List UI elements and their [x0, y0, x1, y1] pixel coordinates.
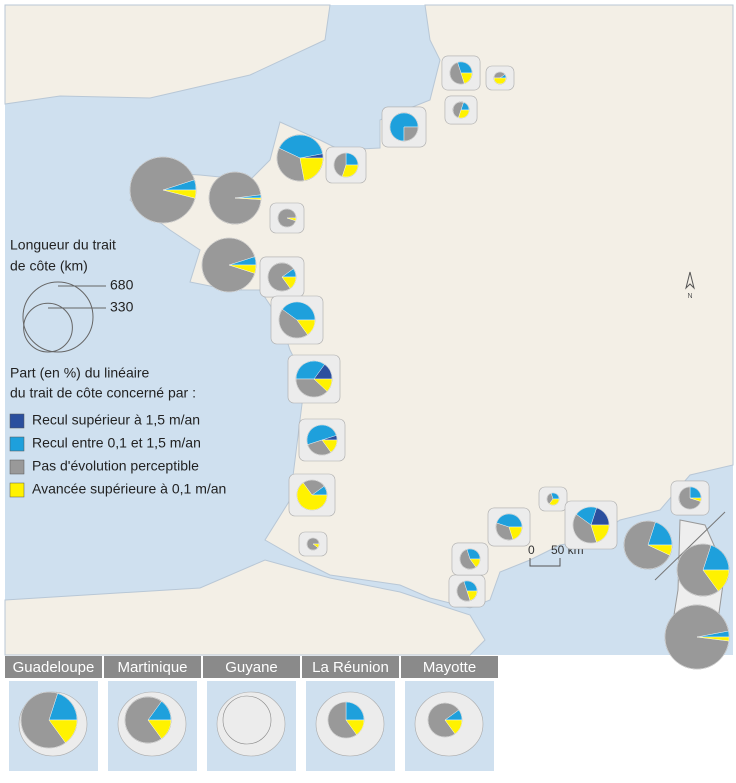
pie-slice [307, 439, 332, 456]
size-circle [23, 302, 73, 353]
legend-swatch [9, 482, 25, 498]
pie-slice [312, 543, 320, 548]
pie-slice [676, 543, 719, 597]
pie-slice [281, 276, 297, 289]
size-value: 680 [110, 277, 134, 293]
scale-line [529, 558, 561, 567]
island [216, 691, 286, 757]
pie-slice [696, 636, 730, 642]
tab [5, 656, 102, 678]
legend: Longueur du trait de côte (km) 680 330 P… [9, 237, 226, 498]
pie-slice [493, 77, 507, 85]
size-title: de côte (km) [10, 258, 88, 274]
pie-slice [48, 719, 78, 743]
pie-slice [459, 549, 477, 570]
pie-slice [124, 696, 162, 744]
size-value: 330 [110, 299, 134, 315]
pie-slice [456, 581, 471, 602]
pie-slice [466, 590, 478, 601]
pie-slice [299, 157, 324, 181]
legend-swatch [9, 459, 25, 475]
pie-slice [306, 537, 320, 551]
pies [129, 55, 730, 670]
pie-slice [228, 264, 257, 274]
pie-slice [508, 526, 523, 540]
pie-slice [623, 520, 670, 570]
pie-slice [295, 360, 325, 380]
pie-slice [449, 62, 465, 85]
pie-slice [678, 486, 701, 510]
north-arrow: N [685, 271, 695, 300]
pie-slice [444, 719, 463, 735]
pie-slice [129, 156, 196, 224]
pie-slice [201, 237, 255, 293]
legend-swatch [9, 413, 25, 429]
overseas: Guadeloupe Martinique Guyane La Réunion Mayo… [5, 656, 498, 771]
pie-slice [452, 101, 464, 118]
tab [104, 656, 201, 678]
pie-slice [702, 569, 730, 592]
legend-label: Pas d'évolution perceptible [32, 458, 199, 474]
tab [401, 656, 498, 678]
north-label: N [687, 293, 692, 300]
pie-slice [162, 189, 197, 199]
pie-slice [282, 301, 316, 321]
pie-slice [208, 171, 262, 225]
tab [203, 656, 300, 678]
pie-slice [345, 719, 365, 735]
pie-slice [389, 112, 419, 142]
pie-slice [286, 217, 297, 222]
pie-slice [306, 424, 337, 445]
pie-slice [278, 134, 323, 159]
pie-slice [342, 164, 359, 178]
pie-slice [295, 378, 328, 398]
land-uk [4, 4, 331, 105]
pie-slice [572, 514, 597, 544]
pie-slice [403, 126, 419, 142]
pie-slice [276, 147, 305, 182]
pie-slice [689, 497, 702, 502]
share-title: du trait de côte concerné par : [10, 385, 196, 401]
pie-slice [495, 522, 514, 541]
legend-swatch [9, 436, 25, 452]
tab-label: La Réunion [312, 659, 389, 676]
share-title: Part (en %) du linéaire [10, 365, 150, 381]
pie-slice [647, 544, 673, 556]
pie-slice [278, 309, 308, 339]
pie-slice [460, 72, 473, 84]
pie-slice [333, 152, 347, 177]
pie-slice [590, 524, 610, 543]
legend-label: Avancée supérieure à 0,1 m/an [32, 481, 226, 497]
pie-slice [234, 197, 262, 200]
pie-slice [458, 109, 470, 119]
pie-slice [313, 378, 333, 392]
pie-slice [496, 513, 523, 528]
pie-slice [327, 701, 357, 739]
legend-label: Recul supérieur à 1,5 m/an [32, 412, 200, 428]
pie-slice [469, 558, 481, 568]
size-title: Longueur du trait [10, 237, 116, 253]
land-spain [4, 559, 486, 656]
pie-size [222, 695, 272, 745]
pie-slice [664, 604, 730, 670]
pie-slice [321, 439, 338, 453]
tab-label: Mayotte [423, 659, 476, 676]
legend-label: Recul entre 0,1 et 1,5 m/an [32, 435, 201, 451]
pie-slice [147, 719, 172, 739]
size-circle [22, 281, 94, 353]
tab-label: Martinique [117, 659, 187, 676]
north-symbol [685, 271, 695, 290]
tab [302, 656, 399, 678]
pie-slice [20, 691, 66, 749]
corsica-inset-line [654, 511, 726, 581]
pie-slice [296, 319, 316, 335]
pie-slice [549, 498, 560, 506]
tab-label: Guyane [225, 659, 278, 676]
pie-slice [296, 482, 328, 511]
tab-label: Guadeloupe [13, 659, 95, 676]
scale-label: 0 [528, 543, 535, 557]
